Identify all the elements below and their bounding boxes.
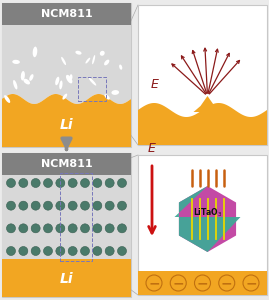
Circle shape: [19, 178, 28, 188]
Circle shape: [6, 178, 16, 188]
Circle shape: [19, 201, 28, 210]
Bar: [60, 173, 92, 261]
Circle shape: [146, 275, 162, 291]
Polygon shape: [179, 186, 236, 252]
Ellipse shape: [23, 79, 30, 85]
Circle shape: [118, 224, 126, 233]
Ellipse shape: [12, 60, 20, 64]
Circle shape: [6, 224, 16, 233]
FancyBboxPatch shape: [2, 3, 131, 147]
Polygon shape: [2, 25, 131, 104]
Ellipse shape: [66, 75, 72, 83]
Ellipse shape: [55, 77, 59, 85]
Circle shape: [80, 224, 90, 233]
Ellipse shape: [59, 80, 62, 89]
Circle shape: [44, 247, 52, 256]
Circle shape: [44, 201, 52, 210]
Circle shape: [56, 224, 65, 233]
Text: NCM811: NCM811: [41, 159, 92, 169]
Circle shape: [118, 247, 126, 256]
Bar: [2, 259, 131, 297]
Circle shape: [80, 201, 90, 210]
Text: −: −: [245, 276, 257, 290]
Bar: [138, 271, 267, 295]
FancyBboxPatch shape: [138, 155, 267, 295]
Ellipse shape: [100, 51, 105, 56]
Circle shape: [93, 178, 102, 188]
Circle shape: [6, 247, 16, 256]
FancyBboxPatch shape: [2, 153, 131, 297]
Circle shape: [80, 178, 90, 188]
Ellipse shape: [21, 71, 25, 80]
Circle shape: [31, 247, 40, 256]
Circle shape: [56, 178, 65, 188]
Ellipse shape: [89, 78, 96, 86]
Ellipse shape: [13, 80, 17, 89]
Circle shape: [219, 275, 235, 291]
Circle shape: [93, 247, 102, 256]
Bar: [78, 77, 106, 101]
Ellipse shape: [70, 74, 72, 80]
Text: −: −: [221, 276, 233, 290]
Circle shape: [31, 224, 40, 233]
Ellipse shape: [33, 46, 37, 57]
Circle shape: [93, 201, 102, 210]
Bar: [2, 153, 131, 175]
Circle shape: [44, 224, 52, 233]
Text: Li: Li: [60, 272, 73, 286]
Circle shape: [31, 178, 40, 188]
Circle shape: [194, 275, 211, 291]
Circle shape: [118, 201, 126, 210]
Text: NCM811: NCM811: [41, 9, 92, 19]
Circle shape: [19, 247, 28, 256]
Ellipse shape: [62, 94, 67, 100]
Ellipse shape: [104, 60, 109, 65]
Ellipse shape: [29, 74, 34, 81]
Text: −: −: [197, 276, 208, 290]
Ellipse shape: [75, 51, 82, 55]
FancyBboxPatch shape: [138, 5, 267, 145]
Bar: [2, 3, 131, 25]
Circle shape: [80, 247, 90, 256]
Circle shape: [56, 201, 65, 210]
Text: Li: Li: [60, 118, 73, 132]
Text: −: −: [148, 276, 160, 290]
Circle shape: [19, 224, 28, 233]
Circle shape: [93, 224, 102, 233]
Circle shape: [243, 275, 259, 291]
Circle shape: [31, 201, 40, 210]
Polygon shape: [175, 186, 240, 252]
Ellipse shape: [119, 64, 122, 70]
Circle shape: [105, 201, 114, 210]
Circle shape: [68, 178, 77, 188]
Circle shape: [105, 178, 114, 188]
Circle shape: [105, 247, 114, 256]
Circle shape: [56, 247, 65, 256]
Text: LiTaO$_3$: LiTaO$_3$: [193, 207, 222, 219]
Ellipse shape: [92, 55, 95, 64]
Circle shape: [118, 178, 126, 188]
Ellipse shape: [86, 58, 90, 64]
Text: $E$: $E$: [147, 142, 157, 155]
Circle shape: [44, 178, 52, 188]
Polygon shape: [2, 94, 131, 147]
Circle shape: [6, 201, 16, 210]
Ellipse shape: [61, 57, 66, 65]
Circle shape: [68, 224, 77, 233]
Ellipse shape: [104, 94, 110, 100]
Text: −: −: [172, 276, 184, 290]
Ellipse shape: [4, 95, 10, 103]
Circle shape: [170, 275, 186, 291]
Circle shape: [68, 247, 77, 256]
Circle shape: [68, 201, 77, 210]
Polygon shape: [193, 96, 221, 112]
Polygon shape: [138, 103, 267, 145]
Text: $E$: $E$: [150, 79, 160, 92]
Bar: [2, 175, 131, 259]
Circle shape: [105, 224, 114, 233]
Ellipse shape: [111, 90, 119, 95]
